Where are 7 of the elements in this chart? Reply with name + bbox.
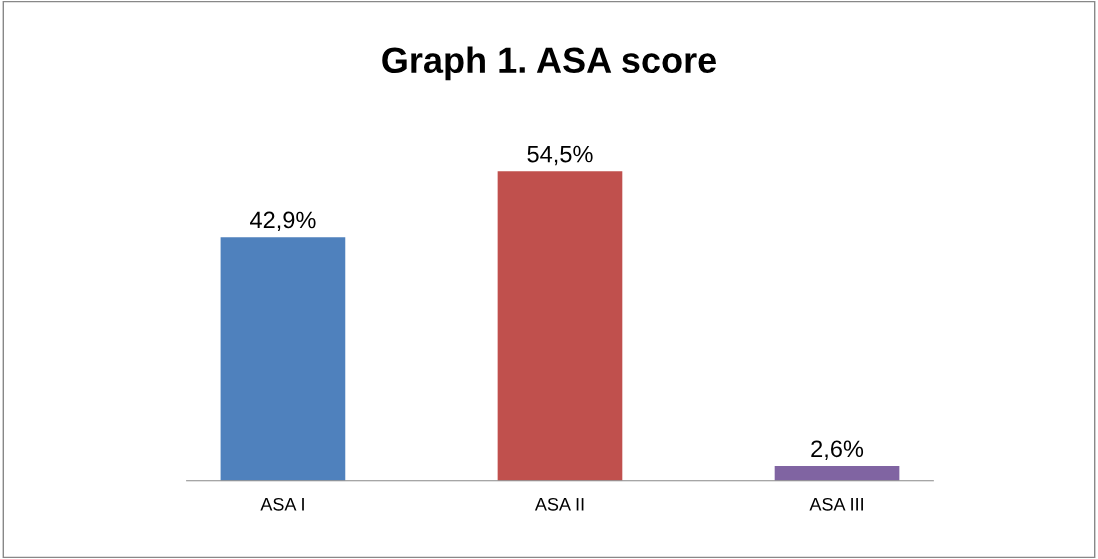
x-tick-label: ASA I xyxy=(260,497,304,511)
chart-title: Graph 1. ASA score xyxy=(382,46,716,81)
data-label: 42,9% xyxy=(250,211,316,232)
x-tick-label: ASA III xyxy=(809,497,863,511)
x-tick-label: ASA II xyxy=(534,497,584,511)
data-label: 54,5% xyxy=(527,145,593,166)
data-label: 2,6% xyxy=(811,440,864,460)
